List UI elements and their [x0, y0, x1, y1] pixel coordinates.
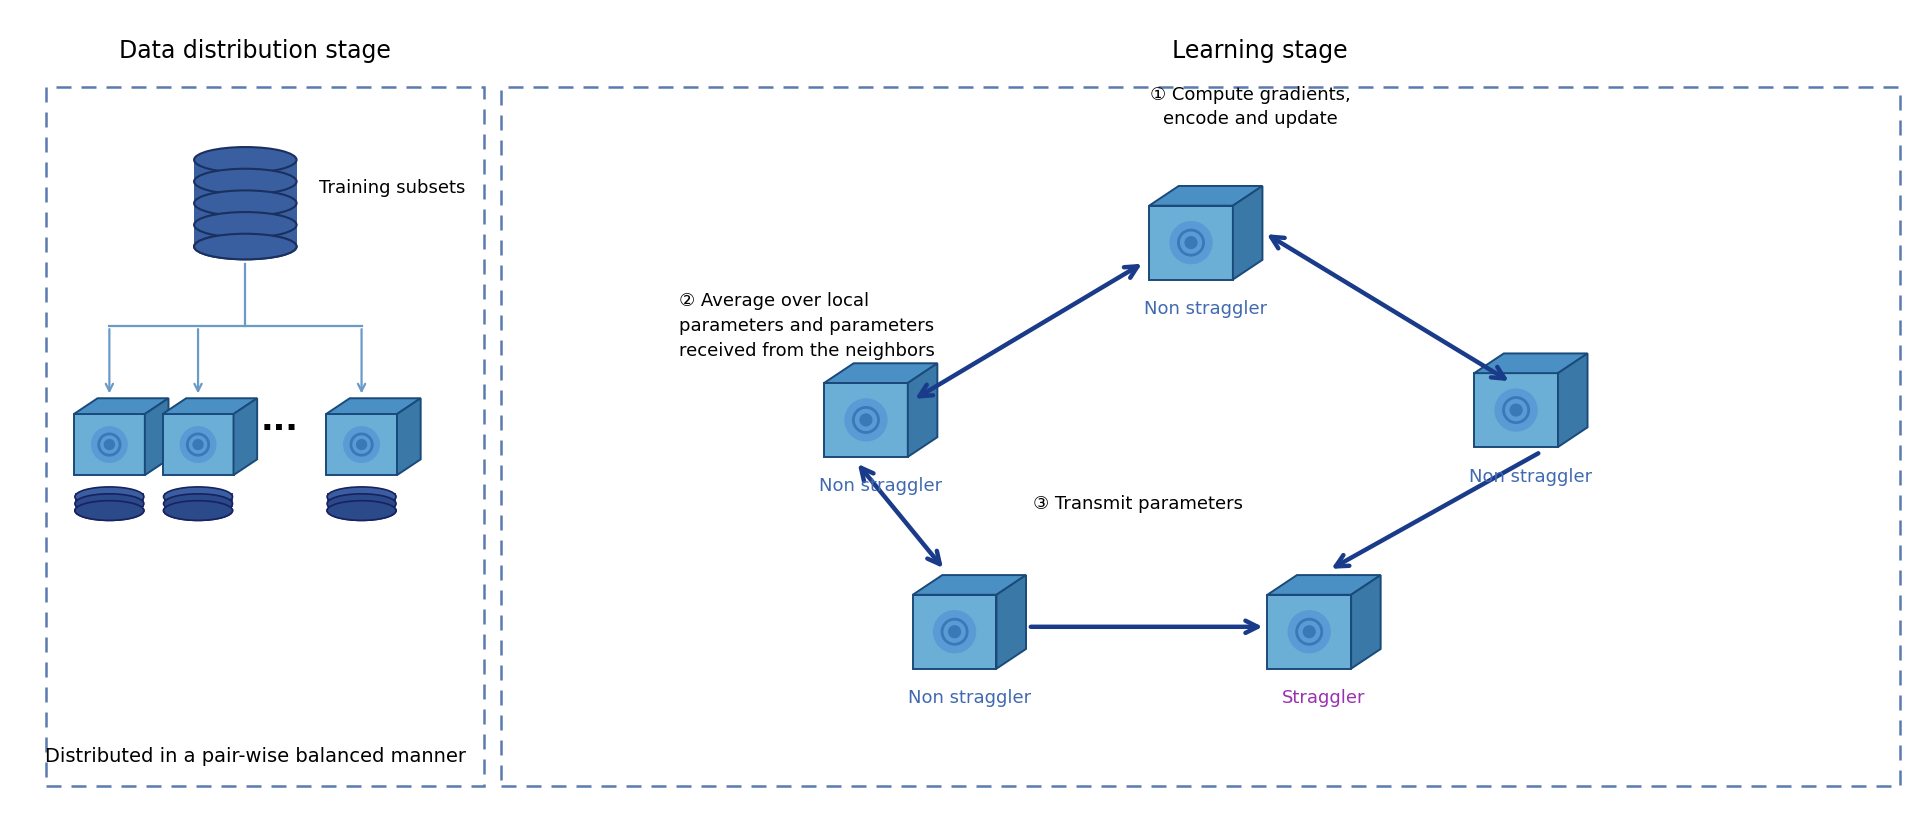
- Polygon shape: [73, 414, 144, 475]
- Polygon shape: [824, 383, 908, 456]
- Text: Data distribution stage: Data distribution stage: [119, 38, 392, 62]
- Polygon shape: [996, 575, 1025, 669]
- Ellipse shape: [194, 190, 296, 216]
- Ellipse shape: [326, 500, 396, 520]
- Polygon shape: [163, 398, 257, 414]
- Circle shape: [92, 427, 127, 462]
- Polygon shape: [912, 595, 996, 669]
- Polygon shape: [1267, 575, 1380, 595]
- Polygon shape: [163, 500, 232, 507]
- Text: Non straggler: Non straggler: [1144, 300, 1267, 318]
- Polygon shape: [908, 364, 937, 457]
- Text: ③ Transmit parameters: ③ Transmit parameters: [1033, 495, 1244, 513]
- Polygon shape: [163, 493, 232, 500]
- Text: Training subsets: Training subsets: [319, 179, 465, 198]
- Polygon shape: [912, 575, 1025, 595]
- Circle shape: [860, 414, 872, 426]
- Polygon shape: [75, 500, 144, 507]
- Ellipse shape: [163, 500, 232, 520]
- Ellipse shape: [194, 147, 296, 173]
- Ellipse shape: [194, 168, 296, 194]
- Text: Non straggler: Non straggler: [908, 689, 1031, 707]
- Circle shape: [104, 440, 115, 450]
- Polygon shape: [1150, 206, 1233, 280]
- Circle shape: [1169, 222, 1212, 264]
- Polygon shape: [326, 500, 396, 507]
- Circle shape: [1185, 237, 1196, 248]
- Circle shape: [344, 427, 380, 462]
- Ellipse shape: [75, 500, 144, 520]
- Polygon shape: [144, 398, 169, 475]
- Polygon shape: [194, 203, 296, 225]
- Polygon shape: [1150, 186, 1263, 206]
- Polygon shape: [194, 225, 296, 247]
- Ellipse shape: [194, 234, 296, 259]
- Ellipse shape: [326, 494, 396, 514]
- Circle shape: [194, 440, 204, 450]
- Polygon shape: [397, 398, 420, 475]
- Ellipse shape: [326, 500, 396, 520]
- Polygon shape: [1475, 374, 1557, 447]
- Circle shape: [1496, 389, 1538, 431]
- Ellipse shape: [75, 487, 144, 506]
- Text: ① Compute gradients,: ① Compute gradients,: [1150, 85, 1350, 104]
- Polygon shape: [73, 398, 169, 414]
- Ellipse shape: [75, 500, 144, 520]
- Text: Non straggler: Non straggler: [820, 477, 943, 496]
- Ellipse shape: [163, 487, 232, 506]
- Polygon shape: [194, 160, 296, 182]
- Text: Distributed in a pair-wise balanced manner: Distributed in a pair-wise balanced mann…: [44, 747, 467, 766]
- Circle shape: [1304, 626, 1315, 637]
- Text: Non straggler: Non straggler: [1469, 467, 1592, 486]
- Polygon shape: [1267, 595, 1352, 669]
- Text: ···: ···: [261, 413, 300, 447]
- Circle shape: [845, 399, 887, 441]
- Ellipse shape: [163, 494, 232, 514]
- Polygon shape: [194, 182, 296, 203]
- Polygon shape: [163, 414, 234, 475]
- Ellipse shape: [326, 487, 396, 506]
- Polygon shape: [1233, 186, 1263, 280]
- Polygon shape: [824, 364, 937, 383]
- Circle shape: [1511, 404, 1523, 416]
- Text: Straggler: Straggler: [1283, 689, 1365, 707]
- Bar: [46, 87, 484, 786]
- Polygon shape: [326, 493, 396, 500]
- Polygon shape: [1557, 354, 1588, 447]
- Ellipse shape: [194, 212, 296, 237]
- Circle shape: [357, 440, 367, 450]
- Ellipse shape: [75, 494, 144, 514]
- Circle shape: [933, 611, 975, 652]
- Ellipse shape: [163, 500, 232, 520]
- Text: Learning stage: Learning stage: [1173, 38, 1348, 62]
- Circle shape: [180, 427, 215, 462]
- Text: encode and update: encode and update: [1164, 110, 1338, 129]
- Bar: [501, 87, 1901, 786]
- Polygon shape: [1475, 354, 1588, 374]
- Polygon shape: [1352, 575, 1380, 669]
- Polygon shape: [75, 493, 144, 500]
- Polygon shape: [326, 398, 420, 414]
- Text: ② Average over local
parameters and parameters
received from the neighbors: ② Average over local parameters and para…: [680, 292, 935, 360]
- Circle shape: [948, 626, 960, 637]
- Polygon shape: [326, 414, 397, 475]
- Polygon shape: [234, 398, 257, 475]
- Circle shape: [1288, 611, 1331, 652]
- Ellipse shape: [194, 234, 296, 259]
